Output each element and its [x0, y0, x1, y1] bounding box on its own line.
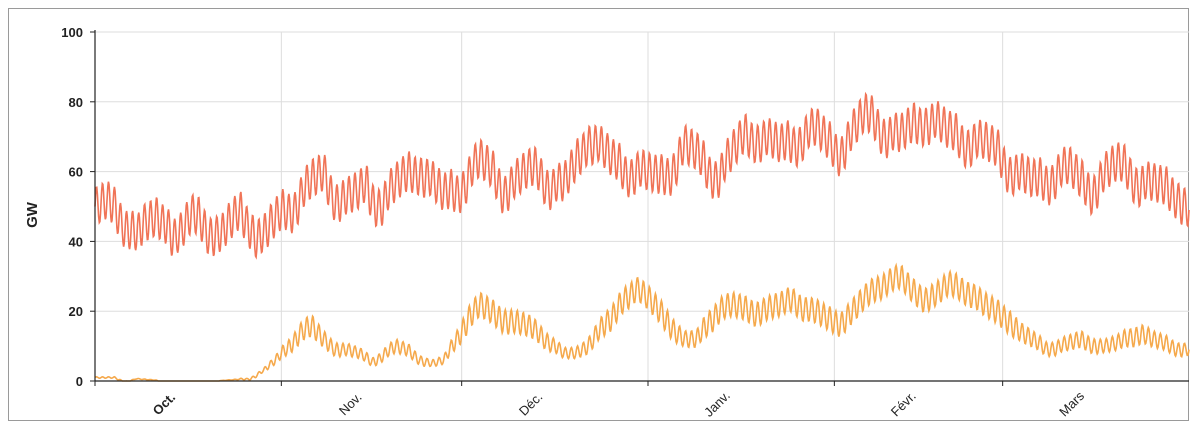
- y-tick-label: 20: [69, 304, 83, 319]
- x-tick-label: Nov.: [336, 389, 365, 418]
- y-tick-label: 40: [69, 234, 83, 249]
- x-tick-label: Déc.: [516, 389, 546, 419]
- y-tick-label: 100: [61, 25, 83, 40]
- axes: 0 20 40 60 80 100 Oct. Nov. Déc. Janv. Févr. Mars: [61, 25, 1189, 420]
- grid: [94, 31, 1189, 382]
- y-axis-label: GW: [24, 201, 41, 228]
- series-1-line: [94, 91, 1190, 260]
- y-tick-label: 60: [69, 165, 83, 180]
- x-tick-label: Oct.: [150, 390, 178, 418]
- y-tick-label: 0: [76, 374, 83, 389]
- y-tick-label: 80: [69, 95, 83, 110]
- x-tick-label: Janv.: [701, 388, 733, 420]
- x-tick-label: Mars: [1056, 388, 1087, 419]
- series-lines: [94, 91, 1190, 382]
- x-tick-label: Févr.: [888, 388, 919, 419]
- series-2-line: [94, 262, 1190, 382]
